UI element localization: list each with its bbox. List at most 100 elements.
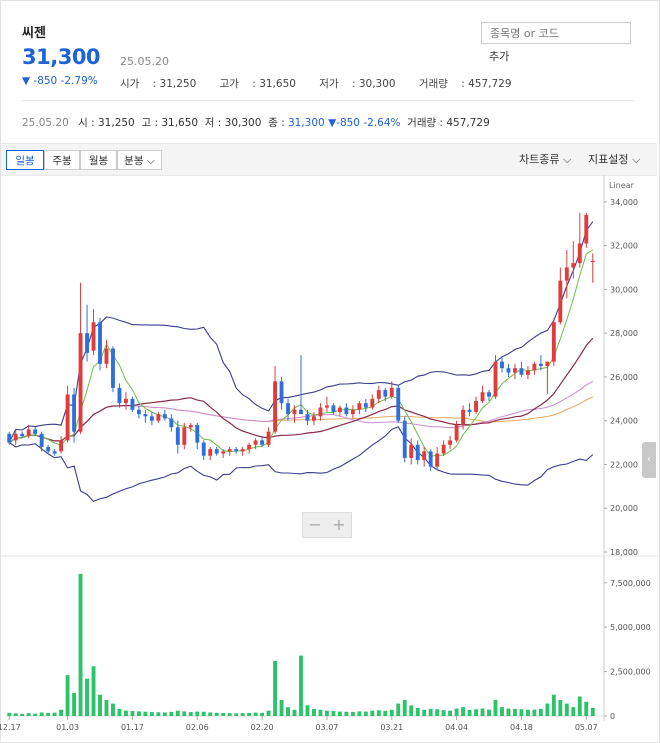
chart-type-dropdown[interactable]: 차트종류 ⌵ xyxy=(519,153,572,166)
volume-bar xyxy=(396,703,401,716)
candle-body xyxy=(214,449,219,454)
candle-body xyxy=(52,451,57,454)
volume-bar xyxy=(65,675,70,716)
volume-bar xyxy=(415,708,420,716)
candle-body xyxy=(253,440,258,445)
period-month-button[interactable]: 월봉 xyxy=(80,150,117,170)
volume-bar xyxy=(20,713,25,716)
candle-body xyxy=(299,409,303,415)
candle-body xyxy=(188,425,193,428)
volume-bar xyxy=(286,707,290,716)
candle-body xyxy=(480,392,485,402)
candle-body xyxy=(124,398,128,404)
candle-body xyxy=(208,449,213,456)
candle-body xyxy=(357,403,362,410)
candle-body xyxy=(39,433,44,447)
volume-bar xyxy=(487,709,491,716)
volume-tick-label: 7,500,000 xyxy=(610,579,651,588)
candle-body xyxy=(454,425,459,441)
volume-bar xyxy=(195,711,200,716)
volume-bar xyxy=(33,713,38,716)
candle-body xyxy=(20,433,25,437)
candle-body xyxy=(500,361,504,369)
volume-bar xyxy=(525,709,530,716)
candle-body xyxy=(117,387,122,404)
candle-body xyxy=(143,414,148,417)
candle-body xyxy=(227,449,232,452)
candle-body xyxy=(266,431,271,445)
candle-body xyxy=(324,405,329,408)
candle-body xyxy=(409,444,414,458)
volume-bar xyxy=(188,712,193,716)
chevron-down-icon: ⌵ xyxy=(562,153,572,166)
volume-bar xyxy=(247,712,252,716)
volume-bar xyxy=(13,713,18,716)
volume-bar xyxy=(428,708,433,716)
volume-bar xyxy=(39,712,44,716)
volume-bar xyxy=(467,709,472,716)
ma20-line xyxy=(8,337,594,444)
stock-name: 씨젠 xyxy=(22,26,46,41)
stock-search-input[interactable] xyxy=(481,22,631,44)
volume-bar xyxy=(545,703,550,716)
indicator-settings-dropdown[interactable]: 지표설정 ⌵ xyxy=(588,153,641,166)
candle-body xyxy=(149,416,154,421)
candle-body xyxy=(402,420,407,458)
candle-body xyxy=(376,390,381,399)
volume-bar xyxy=(292,709,297,716)
add-stock-button[interactable]: 추가 xyxy=(489,50,510,63)
volume-bar xyxy=(111,703,115,716)
volume-bar xyxy=(474,709,478,716)
volume-bar xyxy=(273,660,278,716)
volume-bar xyxy=(26,713,31,716)
volume-tick-label: 5,000,000 xyxy=(610,623,651,632)
candle-body xyxy=(318,407,323,417)
candle-body xyxy=(305,414,310,421)
candle-body xyxy=(513,368,517,373)
quote-stats: 시가 : 31,250 고가 : 31,650 저가 : 30,300 거래량 … xyxy=(120,78,512,90)
volume-bar xyxy=(331,711,336,716)
price-chart[interactable]: Linear 34,000 32,000 30,000 28,000 26,000 24,0… xyxy=(0,175,660,743)
candle-body xyxy=(363,403,368,408)
candle-body xyxy=(240,449,245,452)
candle-body xyxy=(46,446,51,452)
candle-body xyxy=(234,449,239,452)
x-tick-label: 01.17 xyxy=(121,723,144,732)
candle-body xyxy=(590,260,595,263)
y-tick-label: 26,000 xyxy=(610,373,638,382)
candle-body xyxy=(389,387,394,397)
volume-bar xyxy=(130,711,135,716)
volume-bar xyxy=(143,711,148,716)
chevron-down-icon: ⌵ xyxy=(631,153,641,166)
zoom-out-button[interactable]: − xyxy=(308,515,322,534)
volume-bar xyxy=(72,692,77,716)
volume-bar xyxy=(461,707,466,716)
side-panel-toggle[interactable]: ‹ xyxy=(642,442,656,478)
volume-bar xyxy=(532,709,537,716)
volume-bar xyxy=(117,708,122,716)
candle-body xyxy=(448,440,453,445)
candle-body xyxy=(7,433,12,443)
volume-bar xyxy=(240,713,245,716)
period-minute-dropdown[interactable]: 분봉 ⌵ xyxy=(117,150,162,170)
candle-body xyxy=(532,363,537,371)
volume-bar xyxy=(52,712,57,716)
candle-body xyxy=(182,427,187,445)
zoom-in-button[interactable]: + xyxy=(332,515,346,534)
volume-bar xyxy=(324,710,329,716)
period-week-button[interactable]: 주봉 xyxy=(44,150,80,170)
volume-bar xyxy=(305,705,310,716)
period-day-button[interactable]: 일봉 xyxy=(6,150,44,170)
candle-body xyxy=(201,442,206,456)
candle-body xyxy=(104,348,109,364)
candle-body xyxy=(577,243,582,264)
candle-body xyxy=(78,333,83,432)
volume-bar xyxy=(435,709,440,716)
volume-bar xyxy=(350,711,355,716)
volume-bar xyxy=(357,711,362,716)
candle-body xyxy=(331,405,336,412)
candle-body xyxy=(260,440,265,445)
candle-body xyxy=(292,409,297,415)
volume-bar xyxy=(169,711,174,716)
candle-body xyxy=(273,381,278,432)
